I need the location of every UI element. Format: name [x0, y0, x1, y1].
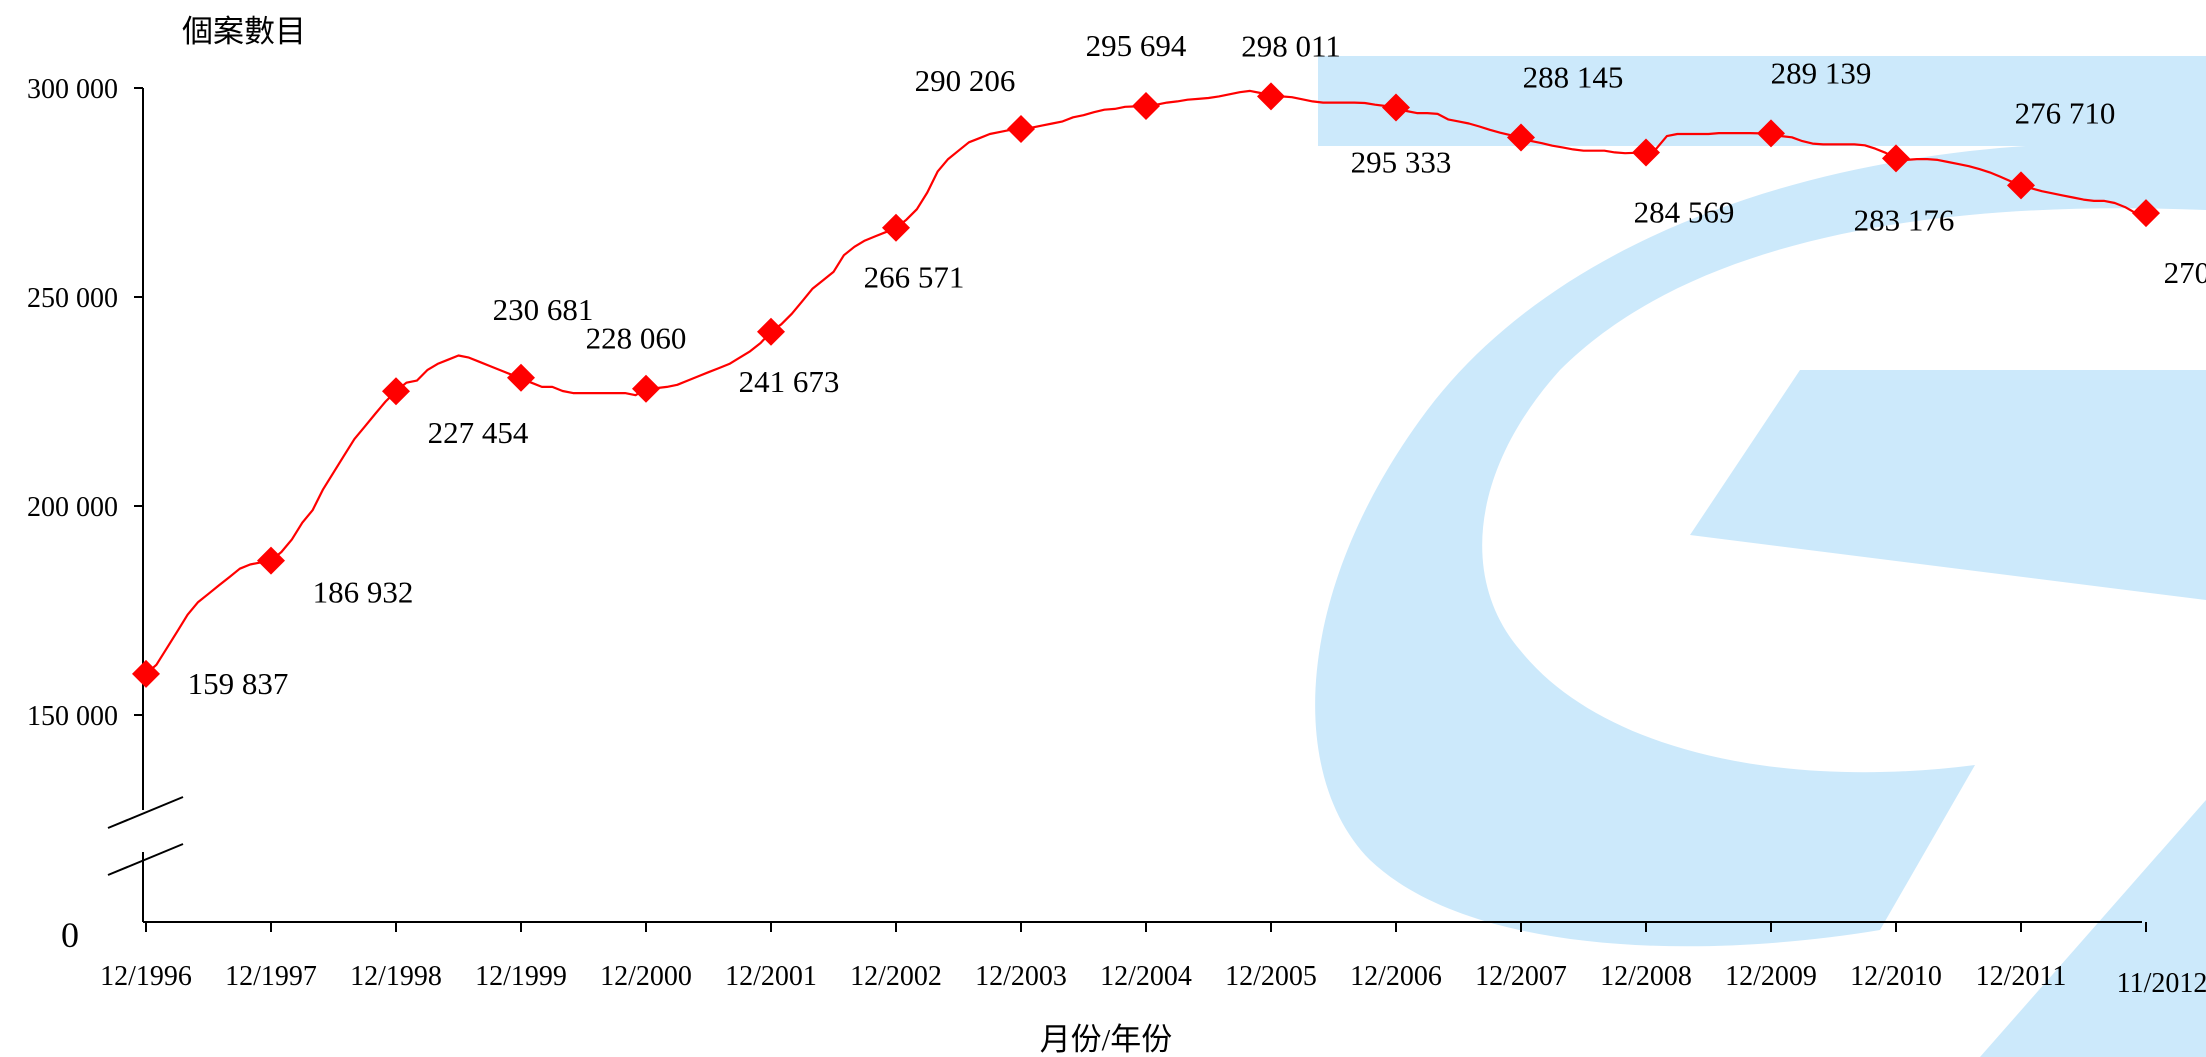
data-label: 228 060 [586, 321, 687, 356]
data-point-marker [2132, 199, 2160, 228]
y-tick-label: 200 000 [27, 492, 118, 523]
x-tick-label: 12/2000 [600, 961, 692, 992]
y-tick-label: 150 000 [27, 701, 118, 732]
x-tick-label: 12/2008 [1600, 961, 1692, 992]
data-point-marker [507, 363, 535, 392]
data-label: 266 571 [864, 260, 965, 295]
axis-break-mark-bottom [107, 843, 184, 876]
watermark-wedge [1690, 370, 2206, 1057]
data-label: 159 837 [188, 666, 289, 701]
x-tick-label: 12/2007 [1475, 961, 1567, 992]
data-label: 241 673 [739, 364, 840, 399]
x-tick-label: 12/2010 [1850, 961, 1942, 992]
data-point-marker [632, 374, 660, 403]
y-axis-title: 個案數目 [182, 14, 306, 49]
data-label: 270 060 [2164, 255, 2206, 290]
axes: 0 [61, 88, 2142, 955]
data-point-marker [1757, 119, 1785, 148]
data-label: 288 145 [1523, 60, 1624, 95]
data-markers [132, 82, 2160, 688]
y-tick-label: 250 000 [27, 283, 118, 314]
x-tick-label: 12/2004 [1100, 961, 1192, 992]
x-tick-label: 11/2012 [2117, 968, 2206, 999]
data-label: 283 176 [1854, 202, 1955, 237]
x-tick-label: 12/2009 [1725, 961, 1817, 992]
x-tick-label: 12/2002 [850, 961, 942, 992]
x-tick-label: 12/2005 [1225, 961, 1317, 992]
data-point-marker [1632, 138, 1660, 167]
x-tick-label: 12/2011 [1976, 961, 2067, 992]
axis-break-mark-top [107, 796, 184, 829]
x-tick-label: 12/1997 [225, 961, 317, 992]
data-point-marker [1007, 114, 1035, 143]
watermark-bar [1318, 56, 2206, 146]
data-point-marker [2007, 171, 2035, 200]
data-label: 298 011 [1241, 28, 1341, 63]
data-label: 186 932 [313, 575, 414, 610]
data-point-marker [1507, 123, 1535, 152]
x-ticks: 12/1996 12/1997 12/1998 12/1999 12/2000 12/20… [100, 922, 2206, 999]
data-point-marker [1882, 144, 1910, 173]
x-tick-label: 12/2006 [1350, 961, 1442, 992]
data-label: 276 710 [2015, 95, 2116, 130]
x-tick-label: 12/1996 [100, 961, 192, 992]
y-ticks: 300 000 250 000 200 000 150 000 [27, 74, 143, 732]
watermark-arc [1315, 142, 2206, 947]
y-zero-label: 0 [61, 915, 79, 955]
data-label: 295 694 [1086, 28, 1187, 63]
data-point-marker [257, 546, 285, 575]
data-point-marker [882, 213, 910, 242]
data-label: 290 206 [915, 63, 1016, 98]
data-label: 230 681 [493, 292, 594, 327]
data-point-marker [382, 377, 410, 406]
data-label: 295 333 [1351, 145, 1452, 180]
x-axis-title: 月份/年份 [1040, 1022, 1173, 1057]
data-label: 284 569 [1634, 195, 1735, 230]
x-tick-label: 12/1999 [475, 961, 567, 992]
x-tick-label: 12/2001 [725, 961, 817, 992]
data-label: 227 454 [428, 415, 529, 450]
data-point-marker [1132, 91, 1160, 120]
watermark-logo [1315, 56, 2206, 1057]
data-point-marker [132, 659, 160, 688]
data-point-marker [757, 317, 785, 346]
x-tick-label: 12/2003 [975, 961, 1067, 992]
data-label: 289 139 [1771, 55, 1872, 90]
data-point-marker [1382, 93, 1410, 122]
x-tick-label: 12/1998 [350, 961, 442, 992]
y-tick-label: 300 000 [27, 74, 118, 105]
data-point-marker [1257, 82, 1285, 111]
